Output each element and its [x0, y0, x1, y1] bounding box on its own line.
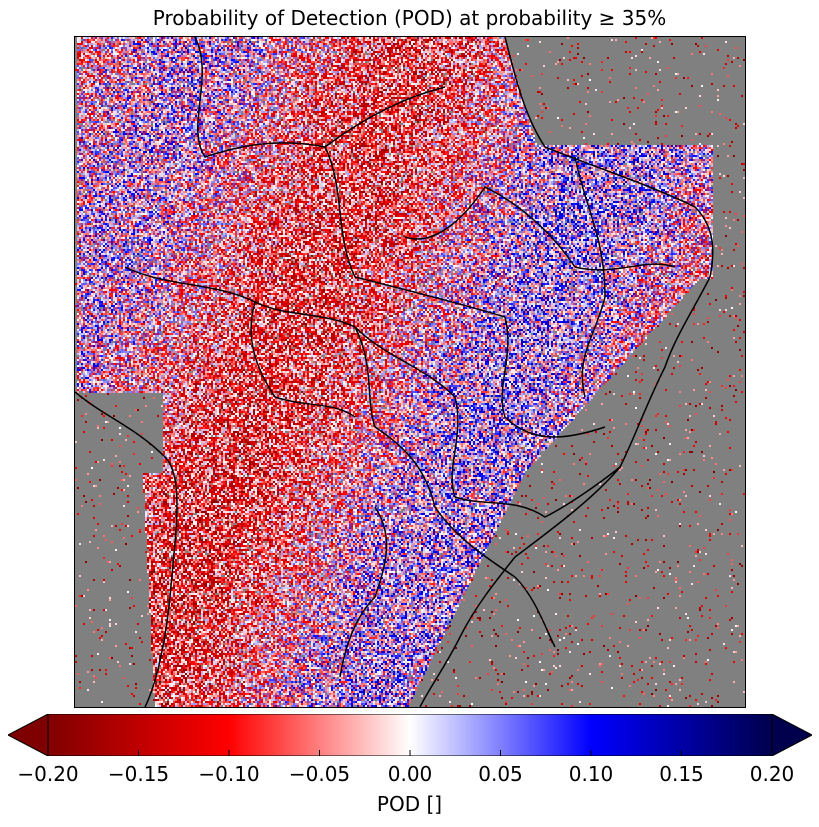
colorbar-tick-label: 0.15 [659, 762, 704, 786]
border-west [125, 267, 515, 577]
map-title: Probability of Detection (POD) at probab… [0, 6, 819, 30]
border-bolivia [251, 302, 355, 417]
colorbar-tick-label: −0.15 [108, 762, 169, 786]
coastline-west [75, 392, 177, 707]
state-line-8 [575, 157, 605, 397]
colorbar-gradient [48, 714, 772, 756]
colorbar-extend-left [8, 714, 48, 756]
border-paraguay [340, 507, 387, 677]
colorbar-tick-label: 0.10 [569, 762, 614, 786]
colorbar-label: POD [] [0, 792, 819, 816]
colorbar-extend-right [772, 714, 812, 756]
colorbar-tick-label: 0.20 [750, 762, 795, 786]
colorbar-tick-label: −0.05 [289, 762, 350, 786]
coastline-east [420, 37, 713, 707]
map-panel [74, 36, 746, 708]
country-state-borders [75, 37, 745, 707]
colorbar-tick-label: −0.10 [198, 762, 259, 786]
colorbar-tick-label: −0.20 [17, 762, 78, 786]
state-line-4 [355, 327, 458, 497]
state-line-5 [575, 264, 675, 270]
colorbar-tick-label: 0.00 [388, 762, 433, 786]
border-north [195, 37, 445, 157]
state-line-2 [405, 187, 575, 267]
state-line-1 [325, 147, 505, 317]
state-line-3 [502, 317, 605, 437]
colorbar-tick-label: 0.05 [478, 762, 523, 786]
state-line-7 [515, 577, 555, 647]
colorbar [8, 714, 812, 756]
